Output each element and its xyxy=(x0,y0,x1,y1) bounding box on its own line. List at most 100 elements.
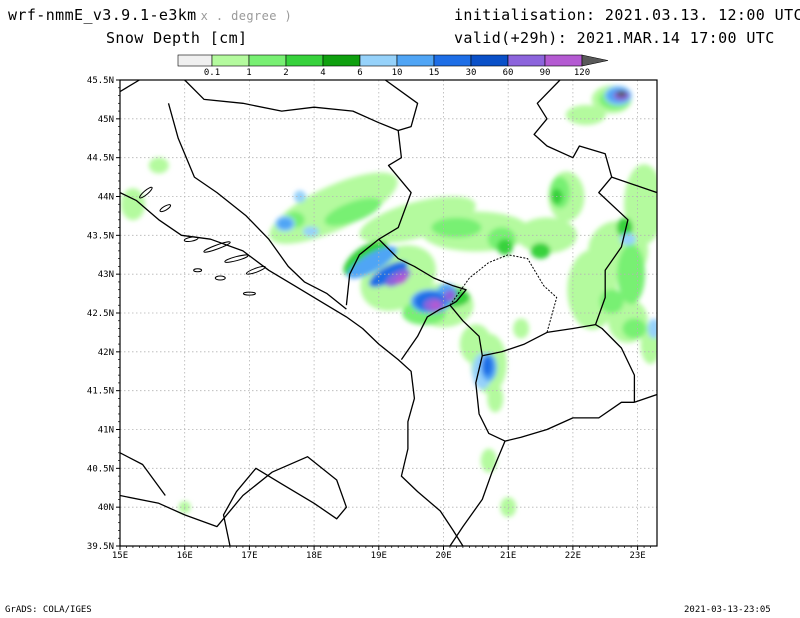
lat-label: 45N xyxy=(98,115,114,125)
legend-tick-label: 6 xyxy=(357,68,362,78)
lon-label: 19E xyxy=(371,551,387,561)
snow-depth-cell xyxy=(496,238,513,255)
model-name: wrf-nmmE_v3.9.1-e3km xyxy=(8,6,197,24)
island xyxy=(193,268,203,273)
island xyxy=(203,241,231,253)
island xyxy=(139,186,153,199)
lat-label: 42N xyxy=(98,348,114,358)
macedonia-bulgaria-border xyxy=(595,324,636,403)
italy-west-coast xyxy=(120,452,166,496)
island xyxy=(224,254,249,263)
lat-label: 41N xyxy=(98,426,114,436)
snow-depth-cell xyxy=(517,217,578,254)
kosovo-border xyxy=(449,254,558,333)
lon-label: 21E xyxy=(500,551,516,561)
legend-tick-label: 60 xyxy=(503,68,514,78)
lon-label: 17E xyxy=(241,551,257,561)
init-label: initialisation: xyxy=(454,6,596,24)
legend-tick-label: 2 xyxy=(283,68,288,78)
montenegro-serbia-border xyxy=(378,238,467,306)
snow-depth-cell xyxy=(431,217,482,238)
snow-depth-cell xyxy=(513,318,530,339)
snow-depth-cell xyxy=(430,301,441,310)
snow-depth-cell xyxy=(347,246,397,279)
lon-label: 15E xyxy=(112,551,128,561)
snow-depth-field xyxy=(120,85,657,518)
island xyxy=(214,275,226,281)
timestamp-text: 2021-03-13-23:05 xyxy=(684,605,771,615)
serbia-bulgaria-border xyxy=(533,80,629,325)
snow-depth-cell xyxy=(302,226,319,237)
legend-swatch xyxy=(581,54,609,67)
snow-depth-cell xyxy=(293,190,306,203)
lat-label: 43.5N xyxy=(87,231,114,241)
lon-label: 18E xyxy=(306,551,322,561)
variable-title: Snow Depth [cm] xyxy=(106,29,248,47)
snow-depth-cell xyxy=(487,384,504,413)
bih-west-border xyxy=(167,103,347,310)
valid-label: valid(+29h): xyxy=(454,29,568,47)
island xyxy=(242,291,256,296)
snow-depth-cell xyxy=(395,274,408,285)
snow-depth-cell xyxy=(443,289,456,302)
croatia-bih-border xyxy=(184,80,412,306)
legend-tick-label: 15 xyxy=(429,68,440,78)
snow-depth-cell xyxy=(148,157,169,174)
credit-text: GrADS: COLA/IGES xyxy=(5,605,92,615)
legend-colorbar: 0.1 1 2 4 6 10 15 30 60 90 120 xyxy=(177,54,609,78)
snow-depth-cell xyxy=(565,104,606,125)
lon-label: 23E xyxy=(629,551,645,561)
lat-label: 42.5N xyxy=(87,309,114,319)
island xyxy=(183,236,199,243)
croatia-north-border xyxy=(120,80,140,93)
montenegro-albania-border xyxy=(400,304,483,360)
snow-depth-cell xyxy=(482,355,493,376)
lat-label: 45.5N xyxy=(87,76,114,86)
valid-time: valid(+29h): 2021.MAR.14 17:00 UTC xyxy=(454,29,775,47)
lat-label: 40.5N xyxy=(87,464,114,474)
island xyxy=(245,265,266,275)
legend-tick-label: 90 xyxy=(540,68,551,78)
lat-label: 43N xyxy=(98,270,114,280)
model-title: wrf-nmmE_v3.9.1-e3km x . degree ) xyxy=(8,6,292,24)
snow-depth-cell xyxy=(480,448,497,473)
snow-depth-cell xyxy=(530,242,551,259)
albania-greece-border xyxy=(449,440,506,546)
grid-lines xyxy=(120,80,657,546)
model-suffix: x . degree ) xyxy=(200,9,293,23)
snow-depth-cell xyxy=(647,318,657,339)
greece-bulgaria-border xyxy=(634,393,657,403)
lat-label: 44N xyxy=(98,193,114,203)
lon-label: 16E xyxy=(177,551,193,561)
map-axes: 15E 16E 17E 18E 19E 20E 21E 22E 23E 45.5N 45N 44.5N… xyxy=(87,76,651,561)
lat-label: 40N xyxy=(98,503,114,513)
lat-label: 44.5N xyxy=(87,154,114,164)
snow-depth-cell xyxy=(359,196,476,244)
legend-tick-label: 0.1 xyxy=(204,68,220,78)
legend-tick-label: 120 xyxy=(574,68,590,78)
lon-label: 20E xyxy=(435,551,451,561)
map-content xyxy=(120,80,657,546)
lat-label: 41.5N xyxy=(87,387,114,397)
lon-label: 22E xyxy=(565,551,581,561)
lat-label: 39.5N xyxy=(87,542,114,552)
legend-tick-label: 10 xyxy=(392,68,403,78)
island xyxy=(159,204,172,213)
init-time: initialisation: 2021.03.13. 12:00 UTC xyxy=(454,6,800,24)
snow-depth-cell xyxy=(617,244,646,305)
map-boundaries xyxy=(120,80,657,546)
valid-value: 2021.MAR.14 17:00 UTC xyxy=(576,29,775,47)
snow-depth-cell xyxy=(276,217,293,230)
legend-tick-label: 30 xyxy=(466,68,477,78)
macedonia-serbia-border xyxy=(482,323,596,357)
italy-coast xyxy=(120,456,348,546)
snow-depth-cell xyxy=(324,198,382,226)
bulgaria-romania-border xyxy=(611,176,657,194)
snow-depth-cell xyxy=(622,318,647,339)
legend-tick-label: 1 xyxy=(246,68,251,78)
snow-depth-cell xyxy=(616,217,633,238)
albania-macedonia-border xyxy=(475,355,635,442)
snow-depth-cell xyxy=(616,90,627,97)
init-value: 2021.03.13. 12:00 UTC xyxy=(604,6,800,24)
